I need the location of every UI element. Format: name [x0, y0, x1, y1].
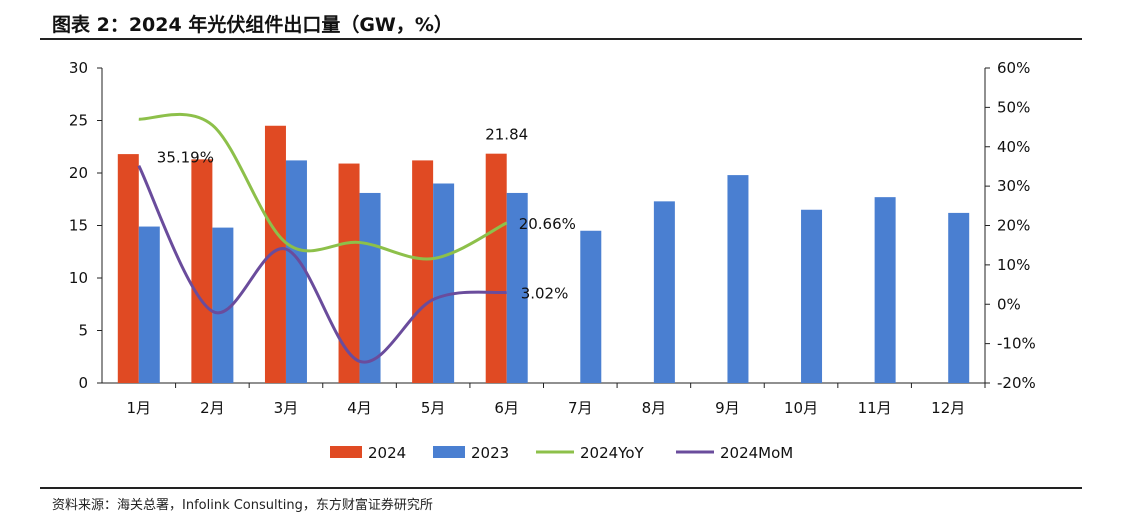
legend-label: 2024YoY: [580, 444, 645, 462]
left-tick-label: 5: [78, 322, 88, 340]
x-tick-label: 8月: [642, 399, 667, 417]
right-tick-label: 0%: [997, 295, 1021, 313]
x-tick-label: 5月: [421, 399, 446, 417]
bar-2024: [117, 154, 139, 383]
legend-label: 2024MoM: [720, 444, 793, 462]
left-tick-label: 0: [78, 374, 88, 392]
data-label: 21.84: [485, 126, 528, 144]
x-tick-label: 7月: [568, 399, 593, 417]
bar-2023: [801, 209, 823, 383]
x-tick-label: 9月: [715, 399, 740, 417]
bar-2023: [948, 212, 970, 383]
bar-2023: [653, 201, 675, 383]
right-tick-label: 50%: [997, 98, 1030, 116]
bar-2023: [874, 197, 896, 383]
bar-2023: [506, 192, 528, 383]
left-tick-label: 15: [69, 217, 88, 235]
bar-2023: [285, 160, 307, 383]
legend-swatch-2024: [330, 446, 362, 458]
bar-2024: [412, 160, 434, 383]
data-label: 20.66%: [519, 215, 576, 233]
x-tick-label: 1月: [127, 399, 152, 417]
bar-2023: [727, 175, 749, 383]
x-tick-label: 6月: [494, 399, 519, 417]
bar-2023: [359, 192, 381, 383]
source-rule: [40, 487, 1082, 489]
right-tick-label: 10%: [997, 256, 1030, 274]
data-label: 3.02%: [521, 284, 569, 302]
bar-2023: [580, 230, 602, 383]
bar-2024: [338, 163, 360, 383]
right-tick-label: -10%: [997, 335, 1036, 353]
line-2024YoY: [138, 112, 508, 261]
source-note: 资料来源：海关总署，Infolink Consulting，东方财富证券研究所: [52, 498, 433, 513]
x-tick-label: 11月: [858, 399, 892, 417]
bar-2023: [212, 227, 234, 383]
legend-label: 2024: [368, 444, 406, 462]
right-tick-label: 40%: [997, 138, 1030, 156]
x-tick-label: 4月: [347, 399, 372, 417]
bar-2023: [138, 226, 160, 383]
right-tick-label: -20%: [997, 374, 1036, 392]
x-tick-label: 10月: [784, 399, 818, 417]
left-tick-label: 25: [69, 112, 88, 130]
legend-swatch-2023: [433, 446, 465, 458]
right-tick-label: 20%: [997, 217, 1030, 235]
x-tick-label: 12月: [931, 399, 965, 417]
legend-label: 2023: [471, 444, 509, 462]
bar-2024: [264, 125, 286, 383]
left-tick-label: 30: [69, 59, 88, 77]
right-tick-label: 60%: [997, 59, 1030, 77]
bar-2024: [485, 153, 507, 383]
bar-2024: [191, 159, 213, 383]
x-tick-label: 2月: [200, 399, 225, 417]
x-tick-label: 3月: [274, 399, 299, 417]
left-tick-label: 20: [69, 164, 88, 182]
title-rule: [40, 38, 1082, 40]
bar-2023: [433, 183, 455, 383]
right-tick-label: 30%: [997, 177, 1030, 195]
left-tick-label: 10: [69, 269, 88, 287]
chart-title: 图表 2：2024 年光伏组件出口量（GW，%）: [52, 14, 453, 36]
data-label: 35.19%: [157, 149, 214, 167]
